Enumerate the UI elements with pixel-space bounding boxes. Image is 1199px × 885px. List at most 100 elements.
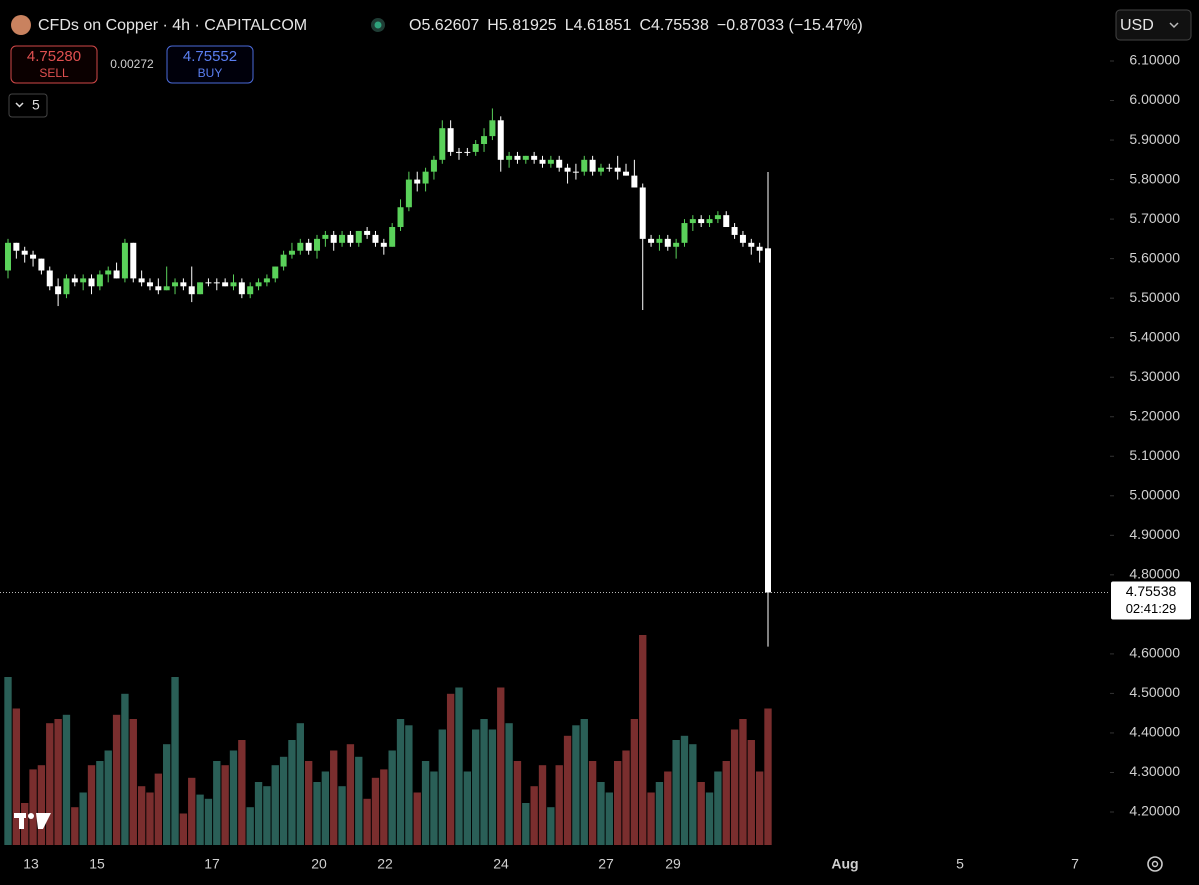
candle-body — [631, 175, 638, 188]
ohlc-label: L — [565, 17, 574, 34]
buy-button[interactable] — [166, 45, 254, 84]
volume-bar — [664, 771, 672, 845]
candle-body — [288, 250, 295, 255]
candle-body — [556, 159, 563, 168]
currency-button[interactable] — [1115, 9, 1192, 41]
volume-bar — [96, 761, 104, 845]
candle-body — [531, 155, 538, 160]
volume-bar — [104, 750, 112, 845]
candle-body — [581, 159, 588, 172]
toggle-caret — [15, 102, 24, 108]
ohlc-label: H — [487, 17, 499, 34]
ohlc: O 5.62607 H 5.81925 L 4.61851 C 4.75538 — [409, 17, 709, 34]
volume-bar — [29, 769, 37, 845]
candle-body — [481, 136, 488, 145]
volume-bar — [530, 786, 538, 845]
candle-body — [447, 128, 454, 152]
y-tick-label: 4.60000 — [1129, 645, 1180, 661]
candle-body — [756, 246, 763, 251]
y-tick-label: 5.40000 — [1129, 328, 1180, 344]
candle-body — [13, 242, 20, 251]
candle-body — [63, 278, 70, 295]
candle-body — [330, 234, 337, 243]
volume-bar — [204, 798, 213, 845]
buy-label: BUY — [198, 66, 223, 80]
volume-bar — [764, 708, 772, 845]
candle-body — [606, 167, 613, 169]
candle-body — [422, 171, 429, 184]
volume-bar — [430, 771, 438, 845]
volume-bar — [371, 777, 380, 845]
candle-body — [272, 266, 279, 279]
candle-body — [714, 215, 721, 220]
candle-body — [38, 258, 45, 271]
candle-body — [497, 120, 504, 160]
volume-bar — [630, 719, 639, 845]
sell-label: SELL — [39, 66, 69, 80]
candle-body — [71, 278, 78, 283]
volume-bar — [338, 786, 346, 845]
x-tick-label: Aug — [831, 856, 858, 872]
candle-body — [247, 286, 254, 295]
candle-body — [698, 219, 705, 224]
volume-bar — [313, 782, 321, 845]
volume-bar — [330, 750, 338, 845]
candle-body — [55, 286, 62, 295]
volume-bar — [54, 719, 62, 845]
volume-bar — [446, 693, 455, 845]
candle-body — [522, 155, 529, 160]
candle-body — [723, 215, 730, 228]
candle-body — [339, 234, 346, 243]
volume-bar — [605, 792, 613, 845]
candle-body — [280, 254, 287, 267]
volume-bar — [455, 687, 463, 845]
candle-body — [105, 270, 112, 275]
candle-body — [689, 219, 696, 224]
candle-body — [664, 238, 671, 247]
candle-body — [263, 278, 270, 283]
volume-bar — [171, 677, 179, 845]
volume-bar — [488, 729, 497, 845]
candle-body — [197, 282, 204, 295]
volume-bar — [112, 714, 121, 845]
candle-body — [539, 159, 546, 164]
volume-bar — [388, 750, 396, 845]
candle-body — [146, 282, 153, 287]
volume-bar — [438, 729, 446, 845]
candle-body — [297, 242, 304, 251]
plot-area: 6.10000 6.00000 5.90000 5.80000 5.70000 5.600… — [0, 52, 1180, 872]
candle-body — [405, 179, 412, 208]
candle-body — [681, 223, 688, 243]
volume-bar — [722, 761, 730, 845]
candle-body — [21, 250, 28, 255]
x-tick-label: 17 — [204, 856, 220, 872]
spread: 0.00272 — [110, 57, 154, 71]
candle-body — [739, 234, 746, 243]
volume-bar — [572, 725, 580, 845]
volume-bar — [555, 765, 563, 845]
candle-body — [614, 167, 621, 172]
y-tick-label: 5.50000 — [1129, 289, 1180, 305]
candle-body — [305, 242, 312, 251]
y-tick-label: 6.00000 — [1129, 91, 1180, 107]
candle-body — [113, 270, 120, 279]
y-tick-label: 5.70000 — [1129, 210, 1180, 226]
y-tick-label: 6.10000 — [1129, 52, 1180, 68]
candle-body — [163, 286, 170, 291]
candle-body — [155, 286, 162, 291]
x-tick-label: 22 — [377, 856, 393, 872]
volume-bar — [12, 708, 21, 845]
candle-body — [389, 227, 396, 247]
volume-bar — [747, 740, 755, 845]
countdown: 02:41:29 — [1126, 601, 1177, 616]
settings-button[interactable] — [1147, 856, 1163, 872]
volume-bar — [755, 771, 764, 845]
x-tick-label: 15 — [89, 856, 105, 872]
y-tick-label: 5.60000 — [1129, 249, 1180, 265]
indicators-toggle[interactable] — [8, 93, 48, 118]
volume-bar — [547, 807, 555, 845]
y-tick-label: 5.10000 — [1129, 447, 1180, 463]
sell-button[interactable] — [10, 45, 98, 84]
tv-logo — [14, 813, 51, 829]
candle-body — [205, 282, 212, 284]
